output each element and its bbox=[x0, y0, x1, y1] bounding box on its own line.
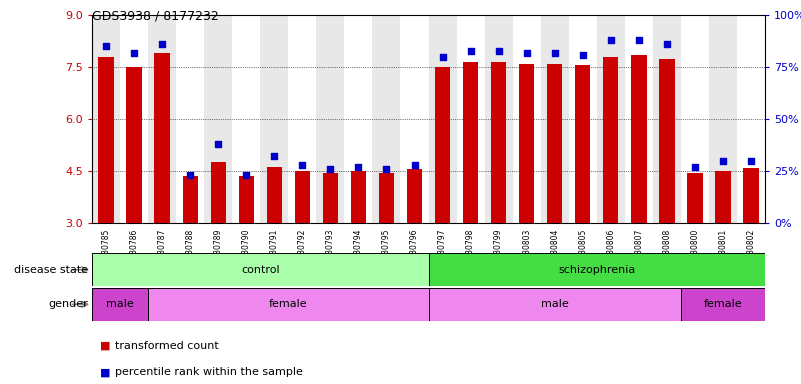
Point bbox=[548, 50, 561, 56]
Bar bbox=[625, 15, 653, 223]
Text: ■: ■ bbox=[100, 341, 111, 351]
Point bbox=[380, 166, 392, 172]
Bar bbox=[323, 173, 338, 223]
Bar bbox=[344, 15, 372, 223]
Bar bbox=[351, 171, 366, 223]
Bar bbox=[681, 288, 765, 321]
Point bbox=[521, 50, 533, 56]
Text: male: male bbox=[107, 299, 134, 310]
Bar bbox=[519, 64, 534, 223]
Text: gender: gender bbox=[48, 299, 88, 310]
Text: control: control bbox=[241, 265, 280, 275]
Bar bbox=[372, 15, 400, 223]
Text: transformed count: transformed count bbox=[115, 341, 219, 351]
Bar bbox=[183, 176, 198, 223]
Point bbox=[660, 41, 673, 48]
Text: female: female bbox=[703, 299, 743, 310]
Point bbox=[436, 54, 449, 60]
Point bbox=[717, 157, 730, 164]
Bar bbox=[267, 167, 282, 223]
Bar bbox=[176, 15, 204, 223]
Point bbox=[128, 50, 141, 56]
Bar bbox=[429, 288, 681, 321]
Point bbox=[99, 43, 112, 50]
Point bbox=[745, 157, 758, 164]
Bar bbox=[288, 15, 316, 223]
Point bbox=[492, 48, 505, 54]
Point bbox=[240, 172, 253, 178]
Text: male: male bbox=[541, 299, 569, 310]
Point bbox=[155, 41, 168, 48]
Point bbox=[604, 37, 617, 43]
Bar bbox=[99, 57, 114, 223]
Bar bbox=[597, 15, 625, 223]
Bar bbox=[659, 59, 674, 223]
Bar bbox=[485, 15, 513, 223]
Text: GDS3938 / 8177232: GDS3938 / 8177232 bbox=[92, 10, 219, 23]
Bar bbox=[92, 288, 148, 321]
Bar bbox=[407, 169, 422, 223]
Bar bbox=[687, 173, 702, 223]
Bar bbox=[260, 15, 288, 223]
Bar bbox=[127, 67, 142, 223]
Point bbox=[296, 162, 309, 168]
Point bbox=[352, 164, 365, 170]
Bar bbox=[92, 15, 120, 223]
Bar bbox=[737, 15, 765, 223]
Bar bbox=[148, 15, 176, 223]
Bar bbox=[92, 253, 429, 286]
Bar bbox=[569, 15, 597, 223]
Text: ■: ■ bbox=[100, 367, 111, 377]
Point bbox=[633, 37, 646, 43]
Bar bbox=[295, 171, 310, 223]
Bar bbox=[603, 57, 618, 223]
Bar bbox=[232, 15, 260, 223]
Bar bbox=[316, 15, 344, 223]
Point bbox=[184, 172, 197, 178]
Text: female: female bbox=[269, 299, 308, 310]
Bar bbox=[435, 67, 450, 223]
Bar bbox=[743, 168, 759, 223]
Bar bbox=[709, 15, 737, 223]
Point bbox=[464, 48, 477, 54]
Bar bbox=[211, 162, 226, 223]
Bar bbox=[547, 64, 562, 223]
Point bbox=[324, 166, 336, 172]
Bar bbox=[681, 15, 709, 223]
Bar bbox=[379, 173, 394, 223]
Bar bbox=[148, 288, 429, 321]
Bar bbox=[653, 15, 681, 223]
Bar bbox=[429, 253, 765, 286]
Bar bbox=[513, 15, 541, 223]
Bar bbox=[155, 53, 170, 223]
Bar bbox=[541, 15, 569, 223]
Point bbox=[211, 141, 224, 147]
Bar bbox=[429, 15, 457, 223]
Bar bbox=[463, 62, 478, 223]
Bar bbox=[204, 15, 232, 223]
Text: disease state: disease state bbox=[14, 265, 88, 275]
Point bbox=[408, 162, 421, 168]
Bar bbox=[575, 66, 590, 223]
Bar bbox=[457, 15, 485, 223]
Bar bbox=[491, 62, 506, 223]
Point bbox=[576, 52, 589, 58]
Bar bbox=[120, 15, 148, 223]
Text: schizophrenia: schizophrenia bbox=[558, 265, 635, 275]
Bar bbox=[715, 171, 731, 223]
Bar bbox=[631, 55, 646, 223]
Text: percentile rank within the sample: percentile rank within the sample bbox=[115, 367, 303, 377]
Bar bbox=[239, 176, 254, 223]
Point bbox=[268, 153, 280, 159]
Point bbox=[688, 164, 702, 170]
Bar bbox=[400, 15, 429, 223]
